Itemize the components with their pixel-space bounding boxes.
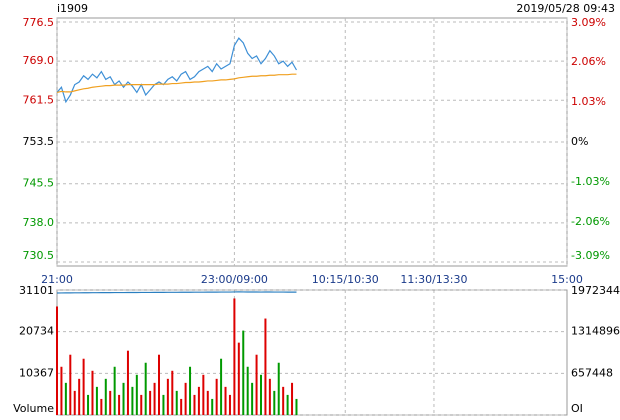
volume-bar bbox=[56, 306, 58, 415]
y2-tick-label: 0% bbox=[571, 135, 588, 148]
volume-bar bbox=[78, 378, 81, 415]
y-tick-label: 776.5 bbox=[23, 16, 55, 29]
y2-tick-label: -3.09% bbox=[571, 249, 610, 262]
y-tick-label: 730.5 bbox=[23, 249, 55, 262]
volume-bar bbox=[87, 394, 90, 415]
volume-bar bbox=[264, 318, 267, 415]
volume-bar bbox=[184, 382, 187, 415]
y-tick-label: 745.5 bbox=[23, 177, 55, 190]
volume-bar bbox=[180, 398, 183, 415]
volume-bar bbox=[131, 386, 134, 415]
y2-tick-label: -1.03% bbox=[571, 175, 610, 188]
y-tick-label: Volume bbox=[13, 402, 54, 415]
volume-bar bbox=[215, 378, 218, 415]
volume-bar bbox=[122, 382, 125, 415]
volume-bar bbox=[126, 350, 129, 415]
volume-bar bbox=[166, 378, 169, 415]
volume-bar bbox=[100, 398, 103, 415]
volume-bar bbox=[197, 386, 200, 415]
volume-bar bbox=[206, 390, 209, 415]
volume-bar bbox=[104, 378, 107, 415]
volume-bar bbox=[162, 394, 165, 415]
volume-bar bbox=[211, 398, 214, 415]
volume-bar bbox=[202, 374, 205, 415]
x-tick-label: 15:00 bbox=[551, 273, 583, 286]
volume-bar bbox=[295, 398, 298, 415]
line bbox=[56, 37, 298, 104]
y2-tick-label: 3.09% bbox=[571, 16, 606, 29]
y-tick-label: 738.0 bbox=[23, 216, 55, 229]
volume-bar bbox=[282, 386, 285, 415]
y2-tick-label: OI bbox=[571, 402, 583, 415]
y2-tick-label: 2.06% bbox=[571, 55, 606, 68]
volume-bar bbox=[153, 382, 156, 415]
line bbox=[56, 73, 297, 94]
volume-bar bbox=[158, 354, 160, 415]
volume-bar bbox=[260, 374, 262, 415]
volume-bar bbox=[109, 390, 112, 415]
volume-bar bbox=[224, 386, 227, 415]
volume-bar bbox=[113, 366, 116, 415]
volume-bar bbox=[286, 394, 289, 415]
volume-bar bbox=[118, 394, 121, 415]
y2-tick-label: -2.06% bbox=[571, 215, 610, 228]
volume-bar bbox=[60, 366, 63, 415]
volume-bar bbox=[175, 390, 178, 415]
y-tick-label: 10367 bbox=[19, 366, 54, 379]
volume-bar bbox=[246, 366, 249, 415]
volume-bar bbox=[91, 370, 94, 415]
volume-bar bbox=[237, 342, 240, 415]
symbol: i1909 bbox=[57, 2, 88, 15]
volume-bar bbox=[242, 330, 245, 415]
y2-tick-label: 657448 bbox=[571, 366, 613, 379]
volume-bar bbox=[277, 362, 280, 415]
x-tick-label: 10:15/10:30 bbox=[312, 273, 379, 286]
volume-bar bbox=[291, 382, 294, 415]
x-tick-label: 21:00 bbox=[41, 273, 73, 286]
x-tick-label: 11:30/13:30 bbox=[400, 273, 467, 286]
volume-bar bbox=[69, 354, 72, 415]
volume-bar bbox=[228, 394, 231, 415]
volume-bar bbox=[149, 390, 152, 415]
y2-tick-label: 1.03% bbox=[571, 95, 606, 108]
volume-bar bbox=[171, 370, 174, 415]
panel-frame bbox=[56, 289, 568, 416]
volume-bar bbox=[220, 358, 223, 415]
datetime: 2019/05/28 09:43 bbox=[516, 2, 615, 15]
volume-bar bbox=[95, 386, 98, 415]
y-tick-label: 769.0 bbox=[23, 54, 55, 67]
volume-bar bbox=[144, 362, 147, 415]
volume-bar bbox=[251, 382, 254, 415]
y-tick-label: 31101 bbox=[19, 284, 54, 297]
x-tick-label: 23:00/09:00 bbox=[201, 273, 268, 286]
line bbox=[56, 291, 297, 294]
y2-tick-label: 1314896 bbox=[571, 325, 620, 338]
y-tick-label: 753.5 bbox=[23, 135, 55, 148]
y-tick-label: 20734 bbox=[19, 325, 54, 338]
volume-bar bbox=[273, 390, 276, 415]
volume-bar bbox=[255, 354, 258, 415]
volume-bar bbox=[140, 394, 143, 415]
volume-bar bbox=[73, 390, 76, 415]
volume-bar bbox=[189, 366, 192, 415]
volume-bar bbox=[82, 358, 85, 415]
y2-tick-label: 1972344 bbox=[571, 284, 620, 297]
volume-bar bbox=[135, 374, 138, 415]
y-tick-label: 761.5 bbox=[23, 93, 55, 106]
volume-bar bbox=[193, 394, 196, 415]
volume-bar bbox=[268, 378, 271, 415]
volume-bar bbox=[64, 382, 67, 415]
volume-bar bbox=[233, 298, 236, 415]
